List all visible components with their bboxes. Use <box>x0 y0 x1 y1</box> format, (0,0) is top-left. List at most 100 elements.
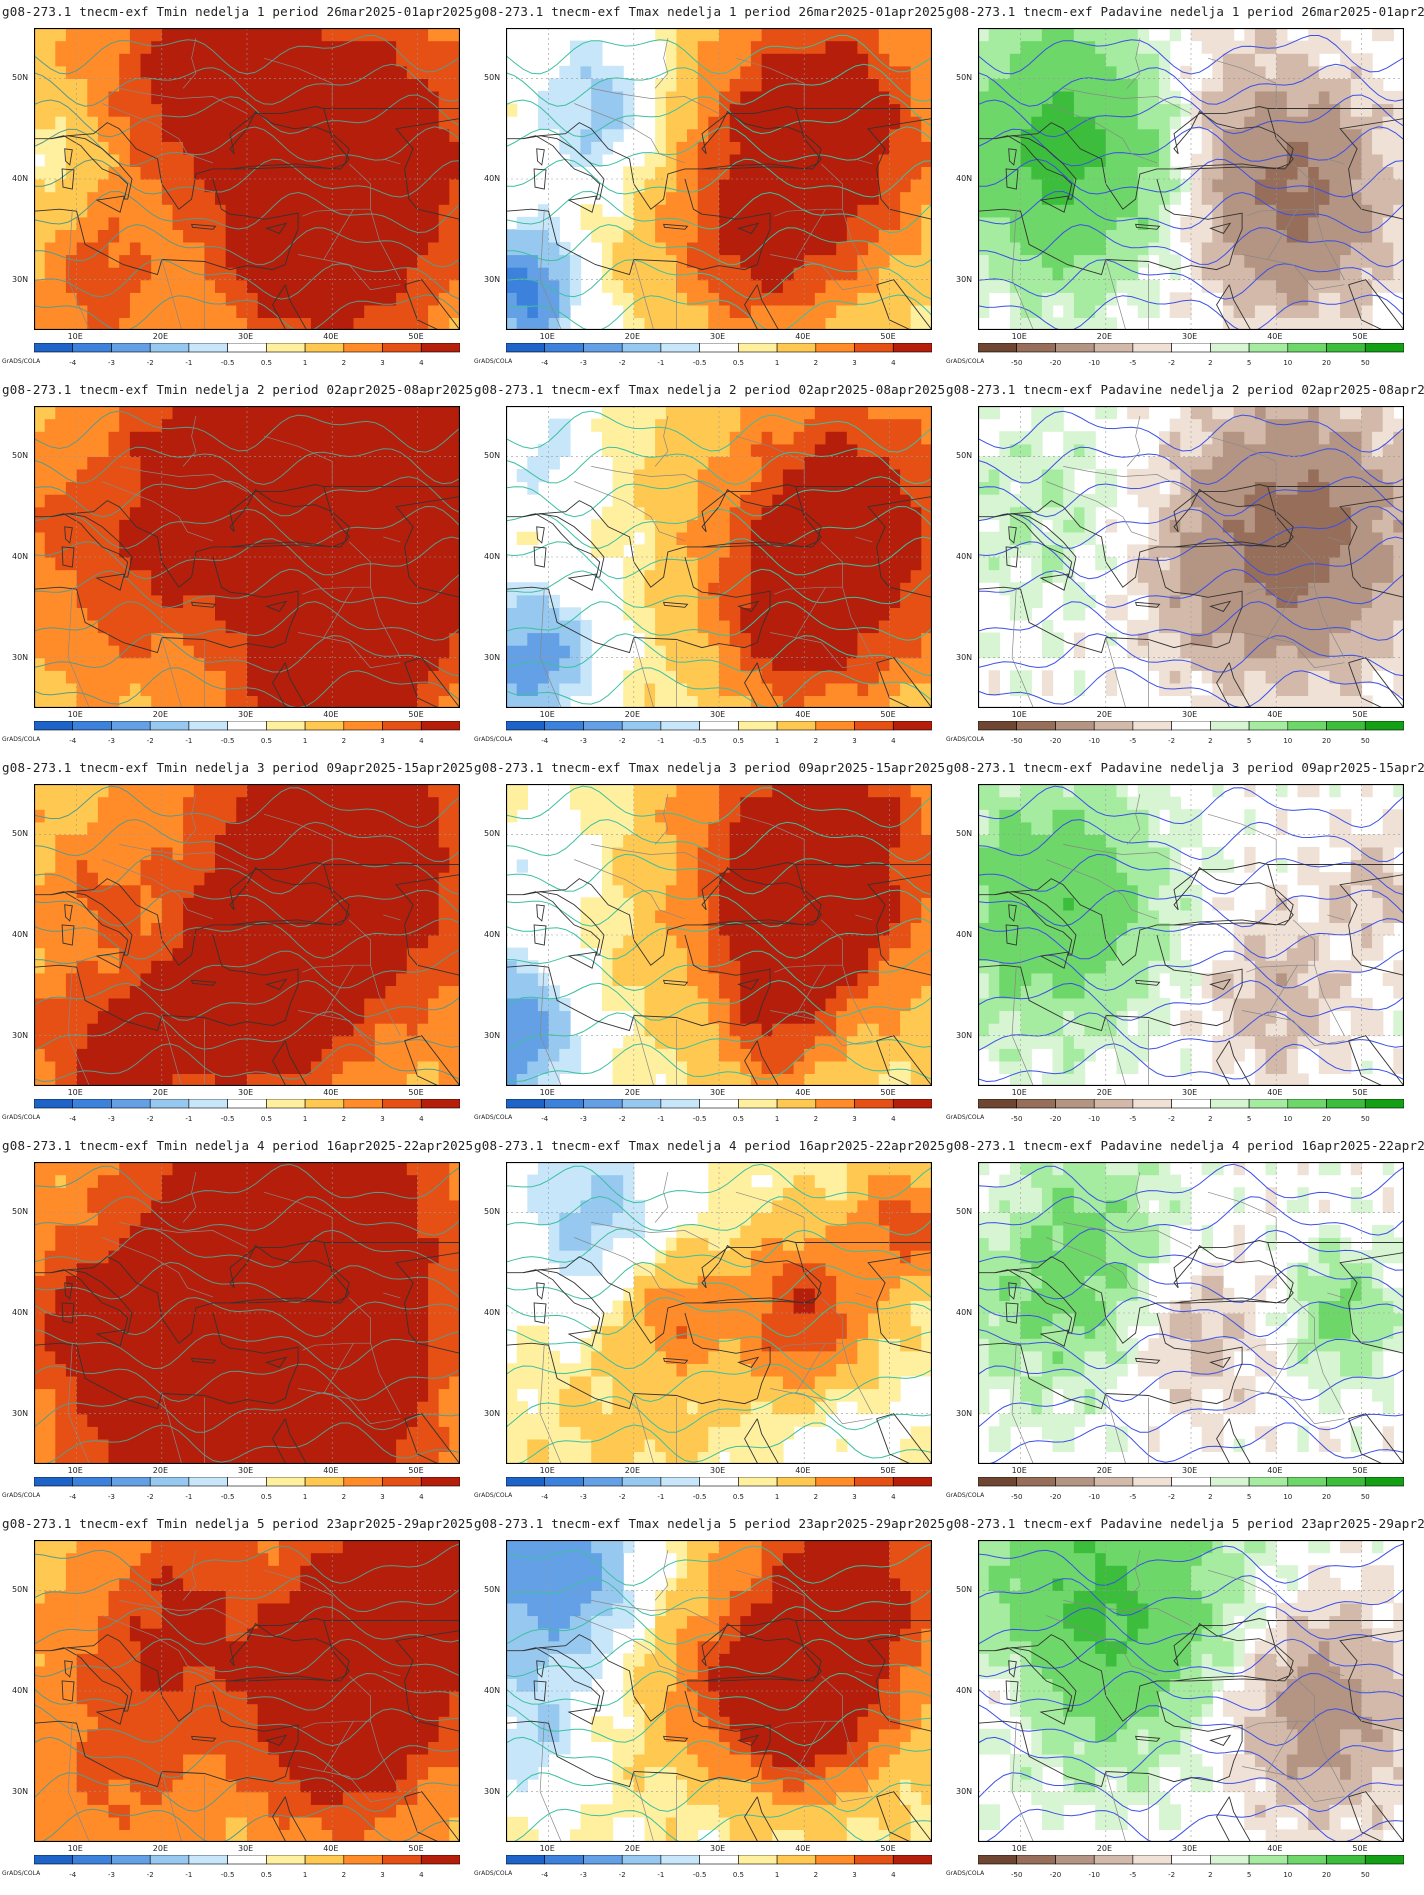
anomaly-cell <box>719 456 731 470</box>
anomaly-cell <box>342 594 355 608</box>
anomaly-cell <box>289 443 301 457</box>
anomaly-cell <box>300 40 312 54</box>
anomaly-cell <box>321 103 333 117</box>
anomaly-cell <box>633 682 646 696</box>
anomaly-cell <box>506 594 518 608</box>
anomaly-cell <box>87 406 99 420</box>
anomaly-cell <box>1041 204 1054 218</box>
anomaly-cell <box>506 607 518 621</box>
anomaly-cell <box>708 632 720 646</box>
anomaly-cell <box>1063 166 1075 180</box>
anomaly-cell <box>44 418 56 432</box>
colorbar-swatch <box>188 342 228 353</box>
anomaly-cell <box>1052 166 1064 180</box>
colorbar-swatch <box>266 342 306 353</box>
anomaly-cell <box>676 65 688 79</box>
anomaly-cell <box>857 506 869 520</box>
colorbar-tick-label: 0.5 <box>261 359 272 367</box>
anomaly-cell <box>782 431 795 445</box>
anomaly-cell <box>1105 65 1118 79</box>
anomaly-cell <box>268 632 280 646</box>
anomaly-cell <box>183 519 195 533</box>
anomaly-cell <box>740 695 752 708</box>
anomaly-cell <box>1073 292 1086 306</box>
anomaly-cell <box>978 166 990 180</box>
anomaly-cell <box>846 481 859 495</box>
anomaly-cell <box>215 607 227 621</box>
anomaly-cell <box>193 531 206 545</box>
anomaly-cell <box>836 90 848 105</box>
anomaly-cell <box>76 78 88 92</box>
anomaly-cell <box>1084 594 1096 608</box>
anomaly-cell <box>1329 179 1341 193</box>
anomaly-cell <box>449 619 460 634</box>
anomaly-cell <box>396 204 408 218</box>
anomaly-cell <box>332 494 344 508</box>
anomaly-cell <box>836 632 848 646</box>
anomaly-cell <box>676 557 688 571</box>
anomaly-cell <box>772 582 784 596</box>
anomaly-cell <box>215 594 227 608</box>
anomaly-cell <box>868 179 880 193</box>
anomaly-cell <box>172 418 184 432</box>
anomaly-cell <box>910 103 922 117</box>
anomaly-cell <box>225 317 237 330</box>
anomaly-cell <box>172 229 184 243</box>
anomaly-cell <box>300 216 312 230</box>
anomaly-cell <box>310 141 323 155</box>
anomaly-cell <box>782 456 795 470</box>
anomaly-cell <box>342 418 355 432</box>
anomaly-cell <box>268 594 280 608</box>
anomaly-cell <box>310 506 323 520</box>
anomaly-cell <box>332 65 344 79</box>
anomaly-cell <box>1159 65 1171 79</box>
anomaly-cell <box>289 670 301 684</box>
anomaly-cell <box>633 456 646 470</box>
anomaly-cell <box>559 443 571 457</box>
anomaly-cell <box>236 569 248 583</box>
anomaly-cell <box>236 279 248 293</box>
anomaly-cell <box>321 166 333 180</box>
anomaly-cell <box>537 632 550 646</box>
anomaly-cell <box>1116 229 1128 243</box>
anomaly-cell <box>655 456 667 470</box>
anomaly-cell <box>87 607 99 621</box>
anomaly-cell <box>183 582 195 596</box>
anomaly-cell <box>878 90 891 105</box>
anomaly-cell <box>225 456 237 470</box>
anomaly-cell <box>353 78 365 92</box>
anomaly-cell <box>129 682 142 696</box>
anomaly-cell <box>708 78 720 92</box>
anomaly-cell <box>374 406 387 420</box>
anomaly-cell <box>836 531 848 545</box>
anomaly-cell <box>119 279 131 293</box>
anomaly-cell <box>868 619 880 634</box>
anomaly-cell <box>825 582 837 596</box>
anomaly-cell <box>846 632 859 646</box>
anomaly-cell <box>332 418 344 432</box>
anomaly-cell <box>97 519 110 533</box>
anomaly-cell <box>1318 216 1331 230</box>
anomaly-cell <box>140 179 152 193</box>
anomaly-cell <box>55 406 67 420</box>
anomaly-cell <box>1137 78 1150 92</box>
anomaly-cell <box>257 279 269 293</box>
anomaly-cell <box>1159 619 1171 634</box>
anomaly-cell <box>697 128 709 142</box>
anomaly-cell <box>1350 267 1363 281</box>
anomaly-cell <box>1372 90 1384 105</box>
anomaly-cell <box>438 544 450 558</box>
anomaly-cell <box>1137 569 1150 583</box>
lon-tick-label: 30E <box>710 710 726 719</box>
anomaly-cell <box>1063 90 1075 105</box>
anomaly-cell <box>396 557 408 571</box>
anomaly-cell <box>342 682 355 696</box>
anomaly-cell <box>921 279 932 293</box>
anomaly-cell <box>655 695 667 708</box>
anomaly-cell <box>97 582 110 596</box>
anomaly-cell <box>921 418 932 432</box>
anomaly-cell <box>761 166 773 180</box>
colorbar-tick-label: 4 <box>419 359 424 367</box>
anomaly-cell <box>1329 166 1341 180</box>
anomaly-cell <box>183 531 195 545</box>
